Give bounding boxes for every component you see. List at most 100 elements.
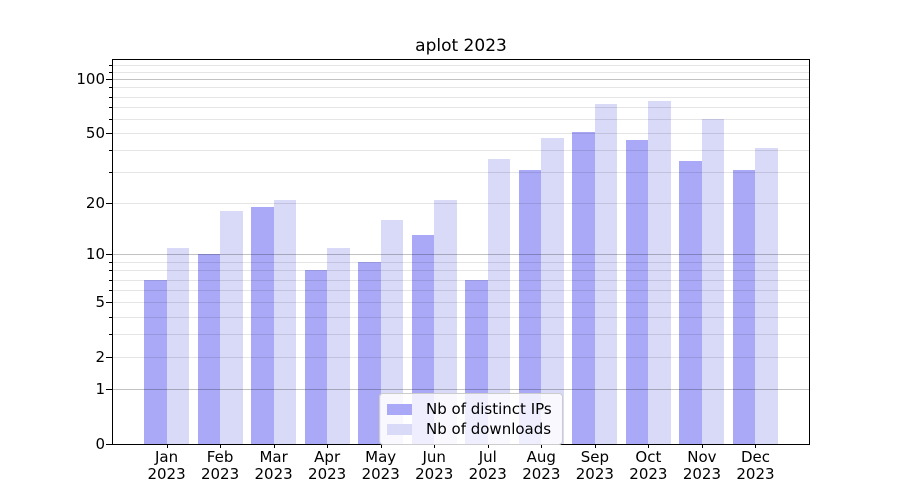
bar-downloads-may bbox=[380, 220, 404, 444]
y-tick-minor-120 bbox=[109, 64, 112, 66]
y-tick-minor-7 bbox=[109, 279, 112, 281]
y-tick-label-5: 5 bbox=[95, 292, 105, 311]
x-tick-dec bbox=[755, 444, 757, 448]
bar-distinct-ips-aug bbox=[518, 169, 542, 444]
y-tick-minor-30 bbox=[109, 172, 112, 174]
legend-label-distinct-ips: Nb of distinct IPs bbox=[426, 400, 552, 418]
gridline-major-1 bbox=[113, 389, 809, 391]
bar-distinct-ips-feb bbox=[197, 254, 221, 444]
legend-label-downloads: Nb of downloads bbox=[426, 420, 552, 438]
x-tick-label-oct: Oct 2023 bbox=[629, 448, 668, 483]
gridline-minor-60 bbox=[113, 118, 809, 120]
x-tick-label-sep: Sep 2023 bbox=[575, 448, 614, 483]
gridline-minor-30 bbox=[113, 172, 809, 174]
x-tick-sep bbox=[594, 444, 596, 448]
x-tick-label-jan: Jan 2023 bbox=[147, 448, 186, 483]
y-tick-minor-3 bbox=[109, 334, 112, 336]
y-tick-label-1: 1 bbox=[95, 379, 105, 398]
y-tick-label-0: 0 bbox=[95, 434, 105, 453]
x-tick-label-aug: Aug 2023 bbox=[522, 448, 561, 483]
y-tick-minor-90 bbox=[109, 87, 112, 89]
gridline-minor-2 bbox=[113, 357, 809, 359]
y-tick-2 bbox=[106, 357, 112, 359]
plot-area: Nb of distinct IPs Nb of downloads bbox=[112, 59, 810, 445]
y-tick-minor-6 bbox=[109, 290, 112, 292]
bar-distinct-ips-jan bbox=[144, 279, 167, 444]
x-tick-oct bbox=[648, 444, 650, 448]
x-tick-jan bbox=[166, 444, 168, 448]
legend-entry-distinct-ips: Nb of distinct IPs bbox=[387, 399, 552, 419]
y-tick-minor-8 bbox=[109, 270, 112, 272]
gridline-minor-9 bbox=[113, 261, 809, 263]
y-tick-1 bbox=[106, 389, 112, 391]
x-tick-label-jun: Jun 2023 bbox=[415, 448, 454, 483]
gridline-minor-90 bbox=[113, 87, 809, 89]
bar-downloads-apr bbox=[327, 247, 350, 444]
x-tick-aug bbox=[541, 444, 543, 448]
x-tick-jul bbox=[487, 444, 489, 448]
bar-distinct-ips-oct bbox=[625, 139, 649, 444]
gridline-minor-70 bbox=[113, 106, 809, 108]
bar-downloads-jul bbox=[487, 158, 511, 444]
y-tick-label-100: 100 bbox=[76, 69, 105, 88]
y-tick-10 bbox=[106, 254, 112, 256]
gridline-minor-7 bbox=[113, 279, 809, 281]
gridline-minor-20 bbox=[113, 203, 809, 205]
gridline-minor-3 bbox=[113, 334, 809, 336]
bar-downloads-nov bbox=[701, 118, 725, 444]
legend: Nb of distinct IPs Nb of downloads bbox=[379, 393, 563, 445]
y-tick-minor-110 bbox=[109, 71, 112, 73]
legend-entry-downloads: Nb of downloads bbox=[387, 419, 552, 439]
x-tick-label-jul: Jul 2023 bbox=[468, 448, 507, 483]
bar-distinct-ips-apr bbox=[304, 270, 328, 444]
y-tick-label-50: 50 bbox=[85, 123, 105, 142]
y-tick-minor-40 bbox=[109, 150, 112, 152]
y-tick-label-10: 10 bbox=[85, 244, 105, 263]
x-tick-apr bbox=[327, 444, 329, 448]
gridline-minor-8 bbox=[113, 270, 809, 272]
gridline-minor-5 bbox=[113, 302, 809, 304]
y-tick-100 bbox=[106, 79, 112, 80]
bar-downloads-sep bbox=[594, 103, 618, 444]
bar-distinct-ips-nov bbox=[679, 160, 702, 444]
bar-distinct-ips-jun bbox=[411, 235, 435, 444]
y-tick-0 bbox=[106, 444, 112, 445]
x-tick-label-apr: Apr 2023 bbox=[308, 448, 347, 483]
gridline-minor-110 bbox=[113, 71, 809, 73]
y-tick-minor-80 bbox=[109, 96, 112, 98]
gridline-major-10 bbox=[113, 254, 809, 256]
y-tick-20 bbox=[106, 203, 112, 205]
gridline-minor-6 bbox=[113, 290, 809, 292]
bar-downloads-jan bbox=[166, 247, 190, 444]
y-tick-label-2: 2 bbox=[95, 347, 105, 366]
bar-downloads-oct bbox=[648, 100, 671, 444]
legend-swatch-downloads bbox=[387, 423, 412, 435]
y-tick-5 bbox=[106, 302, 112, 304]
y-tick-minor-70 bbox=[109, 106, 112, 108]
bar-distinct-ips-sep bbox=[572, 131, 595, 444]
chart-title: aplot 2023 bbox=[415, 36, 507, 56]
gridline-minor-80 bbox=[113, 96, 809, 98]
gridline-minor-4 bbox=[113, 316, 809, 318]
y-tick-minor-4 bbox=[109, 316, 112, 318]
y-tick-label-20: 20 bbox=[85, 193, 105, 212]
bar-distinct-ips-dec bbox=[732, 169, 756, 444]
x-tick-may bbox=[380, 444, 382, 448]
gridline-major-100 bbox=[113, 79, 809, 80]
bar-distinct-ips-may bbox=[358, 261, 381, 444]
x-tick-jun bbox=[434, 444, 436, 448]
x-tick-label-feb: Feb 2023 bbox=[200, 448, 240, 483]
bar-downloads-jun bbox=[434, 199, 457, 444]
x-tick-mar bbox=[273, 444, 275, 448]
x-tick-label-mar: Mar 2023 bbox=[254, 448, 293, 483]
x-tick-label-dec: Dec 2023 bbox=[736, 448, 775, 483]
y-tick-minor-9 bbox=[109, 261, 112, 263]
gridline-minor-120 bbox=[113, 64, 809, 66]
gridline-minor-40 bbox=[113, 150, 809, 152]
x-tick-feb bbox=[220, 444, 222, 448]
y-tick-50 bbox=[106, 133, 112, 135]
bar-downloads-mar bbox=[273, 199, 297, 444]
bar-downloads-aug bbox=[541, 137, 564, 444]
x-tick-nov bbox=[701, 444, 703, 448]
